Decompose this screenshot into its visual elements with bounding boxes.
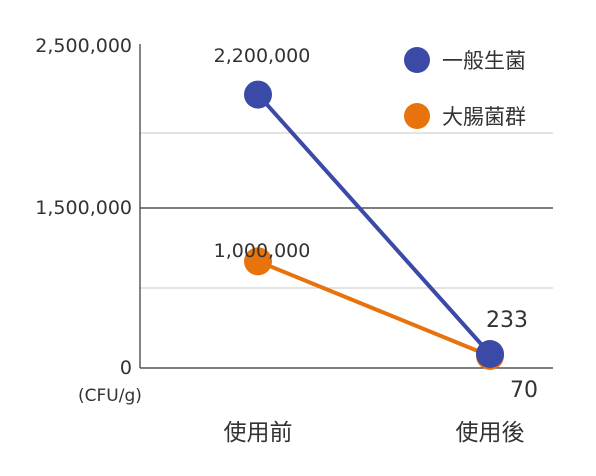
series: 2,200,000 233 1,000,000 70 bbox=[214, 45, 538, 403]
y-tick-label: 0 bbox=[120, 357, 132, 379]
y-unit-label: (CFU/g) bbox=[78, 386, 142, 406]
x-category-label: 使用前 bbox=[224, 420, 293, 446]
legend-item: 大腸菌群 bbox=[404, 103, 526, 129]
series-line bbox=[256, 259, 492, 358]
series-coliform bbox=[244, 247, 504, 370]
legend-marker bbox=[404, 103, 430, 129]
y-tick-label: 2,500,000 bbox=[35, 35, 132, 57]
data-label: 70 bbox=[510, 378, 538, 403]
series-line bbox=[256, 92, 492, 356]
legend-item: 一般生菌 bbox=[404, 47, 526, 73]
legend-label: 大腸菌群 bbox=[442, 105, 526, 129]
data-label: 233 bbox=[486, 308, 528, 333]
data-point bbox=[476, 340, 504, 368]
x-category-labels: 使用前 使用後 bbox=[224, 420, 525, 446]
series-general-bacteria bbox=[244, 80, 504, 368]
data-point bbox=[244, 80, 272, 109]
legend-label: 一般生菌 bbox=[442, 49, 526, 73]
y-tick-label: 1,500,000 bbox=[35, 197, 132, 219]
legend-marker bbox=[404, 47, 430, 73]
data-label: 1,000,000 bbox=[214, 240, 311, 262]
data-point bbox=[244, 247, 272, 276]
y-tick-labels: 2,500,000 1,500,000 0 bbox=[35, 35, 132, 379]
data-label: 2,200,000 bbox=[214, 45, 311, 67]
x-category-label: 使用後 bbox=[456, 420, 525, 446]
